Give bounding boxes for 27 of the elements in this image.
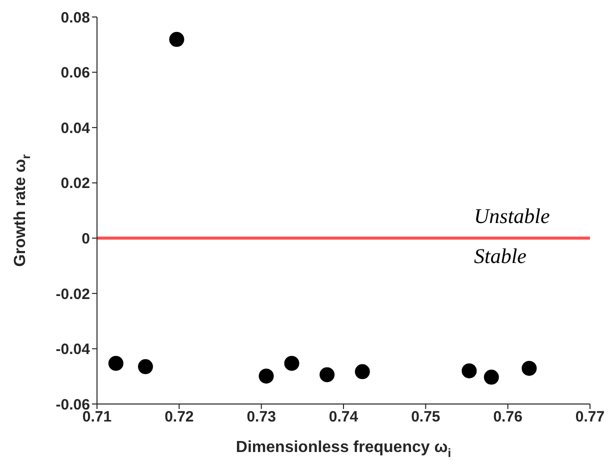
point xyxy=(462,363,477,378)
y-tick-label: 0.08 xyxy=(60,9,90,26)
x-tick-label: 0.74 xyxy=(328,408,359,426)
x-tick-label: 0.75 xyxy=(411,408,440,426)
x-tick-label: 0.77 xyxy=(575,408,605,426)
point xyxy=(258,368,274,384)
annotation: Stable xyxy=(474,244,526,268)
point xyxy=(169,32,184,47)
y-tick-label: 0 xyxy=(82,230,90,248)
point xyxy=(320,367,335,382)
annotation: Unstable xyxy=(474,204,550,228)
x-tick-label: 0.72 xyxy=(164,408,194,426)
point xyxy=(284,356,300,371)
point xyxy=(108,356,124,371)
y-tick-label: 0.04 xyxy=(60,120,91,137)
x-axis-title: Dimensionless frequency ω$_{i}$ xyxy=(236,439,452,460)
y-tick-label: 0.02 xyxy=(60,175,90,192)
point xyxy=(138,359,153,374)
y-tick-label: 0.06 xyxy=(60,64,90,82)
x-tick-label: 0.73 xyxy=(246,408,276,426)
x-tick-label: 0.71 xyxy=(82,408,112,426)
y-tick-label: -0.02 xyxy=(56,286,90,303)
point xyxy=(484,370,499,385)
x-tick-label: 0.76 xyxy=(493,408,522,426)
point xyxy=(354,364,370,380)
y-tick-label: -0.04 xyxy=(56,341,91,358)
point xyxy=(522,360,537,376)
